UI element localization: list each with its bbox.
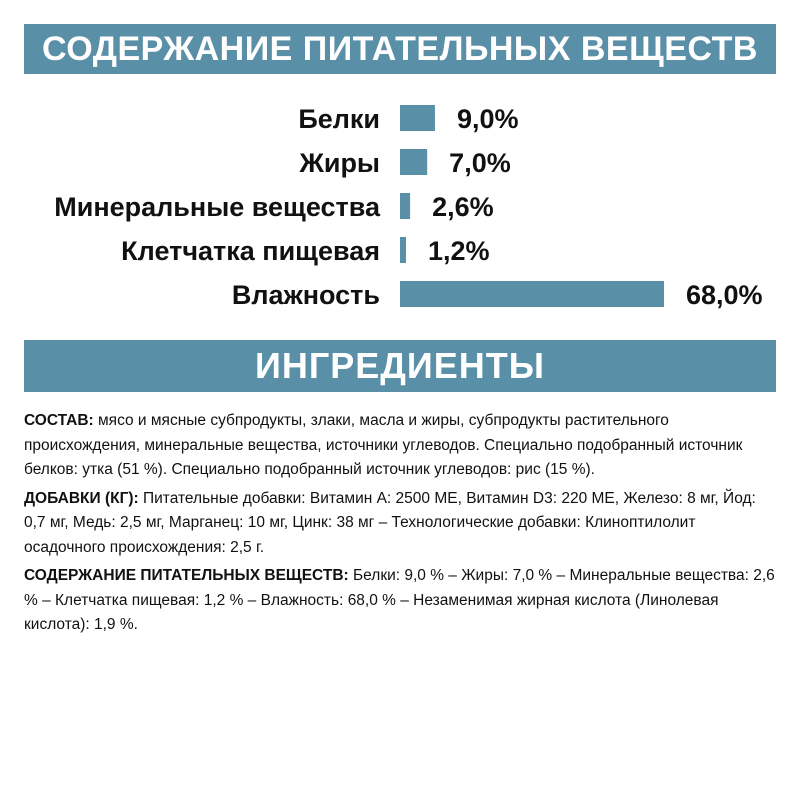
category-label: Минеральные вещества (54, 192, 381, 222)
additives-paragraph: ДОБАВКИ (КГ): Питательные добавки: Витам… (24, 487, 776, 561)
value-label: 9,0% (457, 104, 519, 134)
bar (400, 149, 428, 175)
bar (400, 105, 435, 131)
additives-label: ДОБАВКИ (КГ): (24, 489, 139, 507)
ingredients-text-block: СОСТАВ: мясо и мясные субпродукты, злаки… (24, 409, 776, 642)
category-label: Белки (298, 104, 380, 134)
nutrients-text: Белки: 9,0 % – Жиры: 7,0 % – Минеральные… (24, 567, 775, 633)
bar (400, 237, 406, 263)
category-label: Клетчатка пищевая (121, 236, 380, 266)
nutrients-banner-title: СОДЕРЖАНИЕ ПИТАТЕЛЬНЫХ ВЕЩЕСТВ (42, 29, 758, 68)
additives-text: Питательные добавки: Витамин A: 2500 МЕ,… (24, 489, 756, 556)
nutrient-bar-chart: Белки 9,0% Жиры 7,0% Минеральные вещества 2,6… (54, 104, 763, 310)
bar (400, 281, 664, 307)
value-label: 2,6% (432, 192, 494, 222)
category-label: Жиры (298, 148, 380, 178)
value-label: 1,2% (428, 236, 490, 266)
ingredients-banner-title: ИНГРЕДИЕНТЫ (254, 345, 546, 386)
category-label: Влажность (232, 280, 380, 310)
composition-label: СОСТАВ: (24, 412, 94, 429)
value-label: 7,0% (449, 148, 511, 178)
composition-text: мясо и мясные субпродукты, злаки, масла … (24, 412, 743, 478)
value-label: 68,0% (686, 280, 763, 310)
ingredients-banner: ИНГРЕДИЕНТЫ (24, 340, 776, 392)
composition-paragraph: СОСТАВ: мясо и мясные субпродукты, злаки… (24, 409, 776, 483)
bar (400, 193, 411, 219)
nutrients-banner: СОДЕРЖАНИЕ ПИТАТЕЛЬНЫХ ВЕЩЕСТВ (24, 24, 776, 74)
nutrients-paragraph: СОДЕРЖАНИЕ ПИТАТЕЛЬНЫХ ВЕЩЕСТВ: Белки: 9… (24, 564, 776, 638)
nutrients-label: СОДЕРЖАНИЕ ПИТАТЕЛЬНЫХ ВЕЩЕСТВ: (24, 567, 349, 584)
